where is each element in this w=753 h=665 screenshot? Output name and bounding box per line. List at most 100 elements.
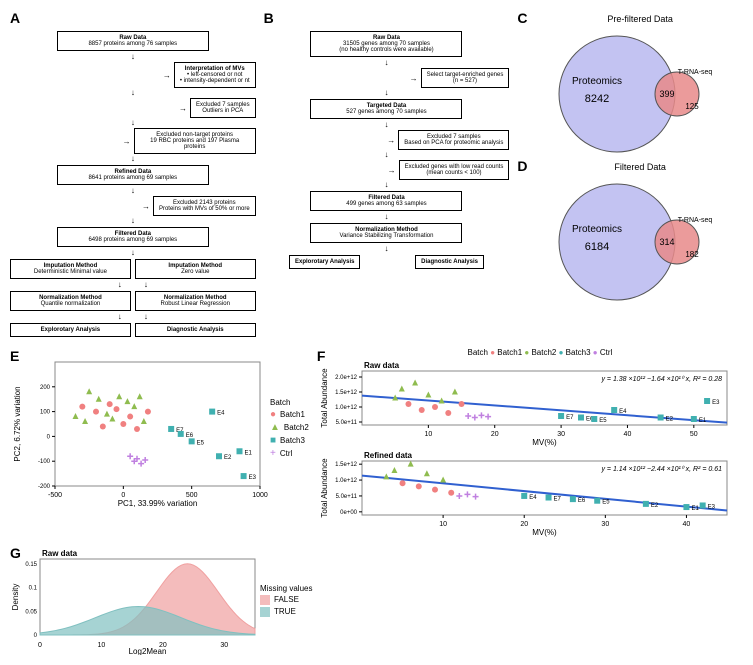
svg-text:399: 399 [660, 89, 675, 99]
venn-c: Proteomics 8242 399 T-RNA-seq 125 [517, 24, 737, 154]
svg-text:1.5e+12: 1.5e+12 [335, 462, 358, 468]
svg-text:MV(%): MV(%) [532, 438, 557, 447]
svg-text:20: 20 [520, 521, 528, 528]
svg-text:0.1: 0.1 [29, 586, 38, 592]
svg-text:Raw data: Raw data [364, 361, 400, 370]
svg-text:50: 50 [690, 431, 698, 438]
svg-text:E1: E1 [691, 506, 699, 512]
svg-text:Proteomics: Proteomics [572, 76, 622, 87]
svg-text:y = 1.14 ×10¹² −2.44 ×10¹⁰ x,: y = 1.14 ×10¹² −2.44 ×10¹⁰ x, R² = 0.61 [600, 465, 722, 473]
panel-c: C Pre-filtered Data Proteomics 8242 399 T-R… [517, 10, 753, 154]
svg-text:0: 0 [38, 642, 42, 649]
panel-b: B Raw Data31505 genes among 70 samples (… [264, 10, 510, 340]
svg-text:0: 0 [47, 434, 51, 440]
svg-text:5.0e+11: 5.0e+11 [335, 420, 357, 426]
svg-text:Total Abundance: Total Abundance [320, 368, 329, 428]
svg-text:-500: -500 [48, 492, 62, 499]
svg-text:Total Abundance: Total Abundance [320, 458, 329, 518]
svg-text:E1: E1 [699, 418, 707, 424]
legend-g: Missing valuesFALSETRUE [260, 584, 312, 617]
panel-g-label: G [10, 545, 21, 561]
svg-text:MV(%): MV(%) [532, 528, 557, 537]
svg-text:E2: E2 [651, 503, 659, 509]
svg-text:0e+00: 0e+00 [340, 510, 358, 516]
svg-text:E6: E6 [578, 498, 586, 504]
legend-e: Batch●Batch1▲Batch2■Batch3+Ctrl [270, 398, 309, 459]
panel-f: F Batch ● Batch1 ● Batch2 ● Batch3 ● Ctr… [317, 348, 753, 537]
svg-text:E3: E3 [707, 504, 715, 510]
venn-d: Proteomics 6184 314 T-RNA-seq 182 [517, 172, 737, 302]
panel-f-label: F [317, 348, 326, 364]
legend-f: Batch ● Batch1 ● Batch2 ● Batch3 ● Ctrl [317, 348, 753, 357]
svg-text:E6: E6 [186, 433, 194, 439]
svg-text:0.05: 0.05 [25, 609, 37, 615]
scatter-f-bottom: 10 20 30 40 0e+00 5.0e+11 1.0e+12 1.5e+12 E4 E7 E6… [317, 447, 737, 537]
panel-d: D Filtered Data Proteomics 6184 314 T-RNA-s… [517, 158, 753, 302]
svg-text:Proteomics: Proteomics [572, 224, 622, 235]
svg-text:E3: E3 [249, 475, 257, 481]
svg-text:0: 0 [34, 633, 38, 639]
svg-text:100: 100 [40, 410, 51, 416]
panel-b-label: B [264, 10, 274, 26]
svg-text:E7: E7 [566, 415, 574, 421]
panel-a-label: A [10, 10, 20, 26]
svg-text:6184: 6184 [585, 241, 609, 253]
svg-text:1.5e+12: 1.5e+12 [335, 390, 358, 396]
panel-c-label: C [517, 10, 527, 26]
panel-a: A Raw Data8857 proteins among 76 samples… [10, 10, 256, 340]
svg-text:E1: E1 [245, 450, 253, 456]
density-g: 010203000.050.10.15Log2MeanDensityRaw da… [10, 545, 260, 655]
svg-text:E4: E4 [529, 495, 537, 501]
svg-text:10: 10 [98, 642, 106, 649]
svg-text:T-RNA-seq: T-RNA-seq [678, 69, 713, 76]
svg-text:2.0e+12: 2.0e+12 [335, 375, 358, 381]
svg-text:Raw data: Raw data [42, 549, 78, 558]
svg-text:314: 314 [660, 237, 675, 247]
svg-text:-200: -200 [38, 484, 51, 490]
svg-text:-100: -100 [38, 459, 51, 465]
svg-text:40: 40 [682, 521, 690, 528]
svg-text:30: 30 [557, 431, 565, 438]
panel-g: G 010203000.050.10.15Log2MeanDensityRaw … [10, 545, 350, 655]
svg-text:E2: E2 [224, 455, 232, 461]
svg-text:T-RNA-seq: T-RNA-seq [678, 217, 713, 224]
svg-text:Log2Mean: Log2Mean [129, 647, 167, 655]
panel-d-label: D [517, 158, 527, 174]
svg-text:E5: E5 [197, 440, 205, 446]
svg-text:PC1, 33.99% variation: PC1, 33.99% variation [118, 499, 198, 508]
svg-text:1.0e+12: 1.0e+12 [335, 478, 358, 484]
svg-text:0: 0 [121, 492, 125, 499]
svg-text:200: 200 [40, 385, 51, 391]
svg-text:E5: E5 [599, 418, 607, 424]
figure-grid: A Raw Data8857 proteins among 76 samples… [10, 10, 753, 340]
svg-text:E2: E2 [665, 417, 673, 423]
scatter-f-top: 10 20 30 40 50 5.0e+11 1.0e+12 1.5e+12 2.0e+12 E7… [317, 357, 737, 447]
panel-e: E -50005001000-200-1000100200E7E6E5E4E2E… [10, 348, 309, 537]
scatter-e: -50005001000-200-1000100200E7E6E5E4E2E1E… [10, 348, 270, 508]
svg-text:E7: E7 [553, 497, 561, 503]
svg-text:10: 10 [439, 521, 447, 528]
svg-text:0.15: 0.15 [25, 562, 37, 568]
svg-text:y = 1.38 ×10¹² −1.64 ×10¹⁰ x,: y = 1.38 ×10¹² −1.64 ×10¹⁰ x, R² = 0.28 [600, 375, 722, 383]
svg-text:Refined data: Refined data [364, 451, 413, 460]
panel-e-label: E [10, 348, 19, 364]
svg-text:30: 30 [220, 642, 228, 649]
svg-text:30: 30 [601, 521, 609, 528]
panel-d-title: Filtered Data [517, 162, 753, 172]
svg-text:125: 125 [686, 102, 700, 111]
svg-text:40: 40 [623, 431, 631, 438]
svg-text:182: 182 [686, 250, 700, 259]
panel-c-title: Pre-filtered Data [517, 14, 753, 24]
svg-text:10: 10 [424, 431, 432, 438]
svg-text:PC2, 6.72% variation: PC2, 6.72% variation [13, 386, 22, 461]
svg-text:1000: 1000 [252, 492, 268, 499]
svg-text:E3: E3 [712, 400, 720, 406]
svg-text:8242: 8242 [585, 93, 609, 105]
svg-text:E4: E4 [619, 409, 627, 415]
svg-text:E4: E4 [217, 411, 225, 417]
svg-text:5.0e+11: 5.0e+11 [335, 494, 357, 500]
svg-text:20: 20 [491, 431, 499, 438]
svg-text:Density: Density [11, 584, 20, 611]
svg-text:1.0e+12: 1.0e+12 [335, 405, 358, 411]
svg-text:500: 500 [186, 492, 198, 499]
